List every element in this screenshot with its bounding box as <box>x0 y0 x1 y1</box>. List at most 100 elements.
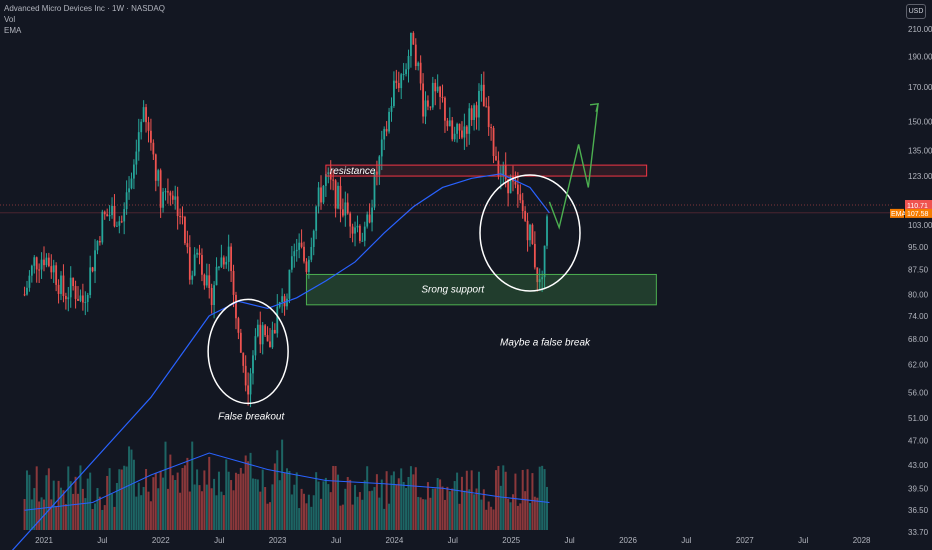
volume-bar <box>375 474 378 530</box>
candle-body <box>487 106 490 128</box>
candle-body <box>50 266 53 273</box>
volume-bar <box>424 499 427 530</box>
currency-button[interactable]: USD <box>906 4 926 19</box>
volume-bar <box>320 498 323 530</box>
volume-bar <box>62 490 65 530</box>
candle-body <box>140 121 143 133</box>
volume-bar <box>149 501 152 530</box>
candle-body <box>237 318 240 333</box>
candle-body <box>395 80 398 84</box>
volume-bar <box>473 494 476 530</box>
candle-body <box>281 296 284 303</box>
volume-ema-line <box>24 452 550 511</box>
volume-bar <box>541 465 544 530</box>
candle-body <box>317 187 320 207</box>
candle-body <box>290 256 293 270</box>
volume-bar <box>286 468 288 530</box>
time-tick: 2024 <box>386 536 404 545</box>
price-tick: 43.00 <box>908 461 929 470</box>
candle-body <box>344 202 347 216</box>
candle-body <box>332 179 335 181</box>
candle-body <box>495 156 497 161</box>
candle-body <box>69 277 72 298</box>
ema-line <box>208 173 550 317</box>
volume-bar <box>419 497 422 530</box>
candle-body <box>45 257 48 266</box>
volume-bar <box>118 469 121 530</box>
volume-bar <box>89 472 92 530</box>
candle-body <box>519 194 522 201</box>
candle-body <box>538 279 541 283</box>
candle-body <box>288 269 291 299</box>
price-tick: 51.00 <box>908 414 929 423</box>
candle-body <box>40 259 43 270</box>
volume-bar <box>407 476 410 530</box>
candle-body <box>47 257 50 267</box>
candle-body <box>247 385 250 395</box>
volume-bar <box>108 468 111 530</box>
candlesticks <box>23 31 548 408</box>
candle-body <box>116 225 118 227</box>
candle-body <box>373 171 376 208</box>
volume-bar <box>422 499 425 530</box>
candle-body <box>446 120 449 127</box>
candle-body <box>111 205 113 216</box>
volume-bar <box>135 496 138 530</box>
candle-body <box>30 265 33 276</box>
volume-bar <box>169 454 172 530</box>
candle-body <box>456 123 458 134</box>
volume-bar <box>81 488 84 530</box>
volume-bar <box>426 482 429 530</box>
candle-body <box>227 246 230 262</box>
volume-bar <box>480 499 483 530</box>
candle-body <box>152 142 155 155</box>
volume-bar <box>259 491 262 530</box>
candle-body <box>79 295 82 301</box>
volume-bar <box>368 491 371 530</box>
price-tick: 33.70 <box>908 528 929 537</box>
symbol-title[interactable]: Advanced Micro Devices Inc · 1W · NASDAQ <box>4 4 165 13</box>
volume-bar <box>402 481 405 530</box>
candle-body <box>492 128 495 157</box>
volume-bar <box>244 455 247 530</box>
false-breakout-circle <box>207 298 289 405</box>
volume-bar <box>55 505 58 530</box>
candle-body <box>412 32 415 45</box>
candle-body <box>482 84 485 107</box>
candle-body <box>86 295 89 302</box>
volume-bar <box>307 494 310 530</box>
candle-body <box>514 181 517 185</box>
volume-bar <box>310 506 313 530</box>
candle-body <box>303 246 305 262</box>
candle-body <box>118 221 121 226</box>
volume-bar <box>171 475 174 530</box>
last-price-badge <box>905 200 932 211</box>
candle-body <box>468 108 471 134</box>
ema-line-early <box>11 315 210 550</box>
volume-bar <box>227 471 230 530</box>
candle-body <box>269 341 271 348</box>
volume-bar <box>373 487 376 530</box>
candle-body <box>502 165 505 176</box>
candle-body <box>441 96 444 98</box>
candle-body <box>388 111 390 132</box>
volume-bar <box>137 482 140 530</box>
candle-body <box>174 196 177 200</box>
price-tick: 56.00 <box>908 388 929 397</box>
volume-bar <box>458 503 461 530</box>
time-tick: 2025 <box>502 536 520 545</box>
candle-body <box>113 205 116 227</box>
candle-body <box>529 224 531 241</box>
volume-bar <box>164 441 167 530</box>
price-tick: 68.00 <box>908 335 929 344</box>
volume-indicator-label[interactable]: Vol <box>4 15 16 24</box>
candle-body <box>213 285 215 305</box>
ema-indicator-label[interactable]: EMA <box>4 26 22 35</box>
volume-bar <box>67 466 70 530</box>
candle-body <box>252 355 254 374</box>
volume-bar <box>312 495 315 530</box>
price-tick: 36.50 <box>908 506 929 515</box>
volume-bar <box>106 475 109 530</box>
candle-body <box>181 216 184 218</box>
